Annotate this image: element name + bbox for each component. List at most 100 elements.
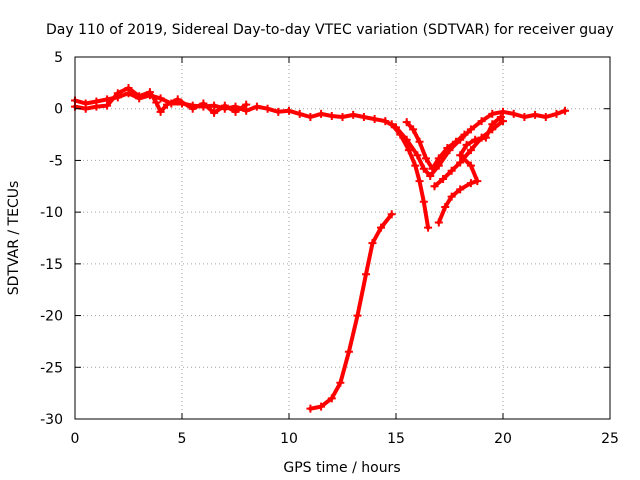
series-line-main-track [73,91,568,178]
data-point [173,95,182,104]
data-point [466,125,475,134]
data-point [336,378,345,387]
data-point [327,394,336,403]
data-point [92,102,101,111]
series-line-mid-branch [432,119,505,189]
data-point [252,102,261,111]
data-point [338,112,347,121]
data-point [441,202,450,211]
data-point [413,151,422,160]
data-point [156,107,165,116]
data-point [210,108,219,117]
axis-ticks: 0 5 10 15 20 25 5 0 -5 -10 -15 -20 -25 -30 [40,50,619,447]
data-point [113,89,122,98]
x-tick-label: 25 [601,431,619,447]
data-point [477,133,486,142]
data-point [488,109,497,118]
data-point [404,146,413,155]
data-point [434,218,443,227]
x-tick-label: 10 [280,431,298,447]
data-point [210,101,219,110]
data-point [220,101,229,110]
data-point [488,125,497,134]
data-point [473,177,482,186]
data-point [462,140,471,149]
data-point [156,94,165,103]
y-axis-label: SDTVAR / TECUs [6,181,22,296]
data-point [81,104,90,113]
data-point [456,185,465,194]
data-point [327,111,336,120]
data-point [499,107,507,116]
grid-lines [75,57,610,419]
data-point [145,88,154,97]
data-point [531,110,540,119]
data-point [344,347,353,356]
data-point [317,109,326,118]
x-tick-label: 0 [71,431,80,447]
data-point [499,117,507,126]
data-point [443,144,452,153]
data-point [439,175,448,184]
data-point [274,107,283,116]
y-tick-label: -15 [40,257,63,273]
chart-title: Day 110 of 2019, Sidereal Day-to-day VTE… [46,22,614,38]
data-point [509,109,518,118]
data-point [124,84,133,93]
data-point [424,223,433,232]
data-series [71,84,570,413]
data-point [231,107,240,116]
data-point [477,117,486,126]
y-tick-label: -20 [40,309,63,325]
data-point [362,270,371,279]
data-point [353,311,362,320]
data-point [377,223,386,232]
series-line-steep-rise [308,212,394,411]
data-point [359,112,368,121]
data-point [456,158,465,167]
x-tick-label: 5 [178,431,187,447]
data-point [460,130,469,139]
data-point [561,106,570,115]
data-point [103,101,112,110]
data-point [396,130,405,139]
data-point [306,112,315,121]
data-point [520,112,529,121]
data-point [447,166,456,175]
data-point [456,151,465,160]
y-tick-label: -10 [40,205,63,221]
y-tick-label: 0 [54,102,63,118]
data-point [135,92,144,101]
y-tick-label: 5 [54,50,63,66]
plot-area-border [74,56,611,420]
data-point [421,154,430,163]
y-tick-label: -25 [40,360,63,376]
data-point [428,164,437,173]
data-point [285,106,293,115]
data-point [419,164,428,173]
data-point [451,137,460,146]
data-point [415,177,424,186]
data-point [295,109,304,118]
data-point [447,192,456,201]
data-point [317,402,326,411]
data-point [263,104,272,113]
data-point [381,117,390,126]
data-point [402,118,411,127]
data-point [199,99,208,108]
y-tick-label: -5 [49,153,63,169]
data-point [419,197,428,206]
data-point [466,146,475,155]
y-tick-label: -30 [40,412,63,428]
data-point [430,182,439,191]
x-axis-label: GPS time / hours [283,460,400,476]
data-point [496,112,505,121]
data-point [552,109,561,118]
data-point [188,104,197,113]
data-point [466,179,475,188]
x-tick-label: 15 [387,431,405,447]
data-point [152,98,161,107]
x-tick-label: 20 [494,431,512,447]
data-point [409,125,418,134]
